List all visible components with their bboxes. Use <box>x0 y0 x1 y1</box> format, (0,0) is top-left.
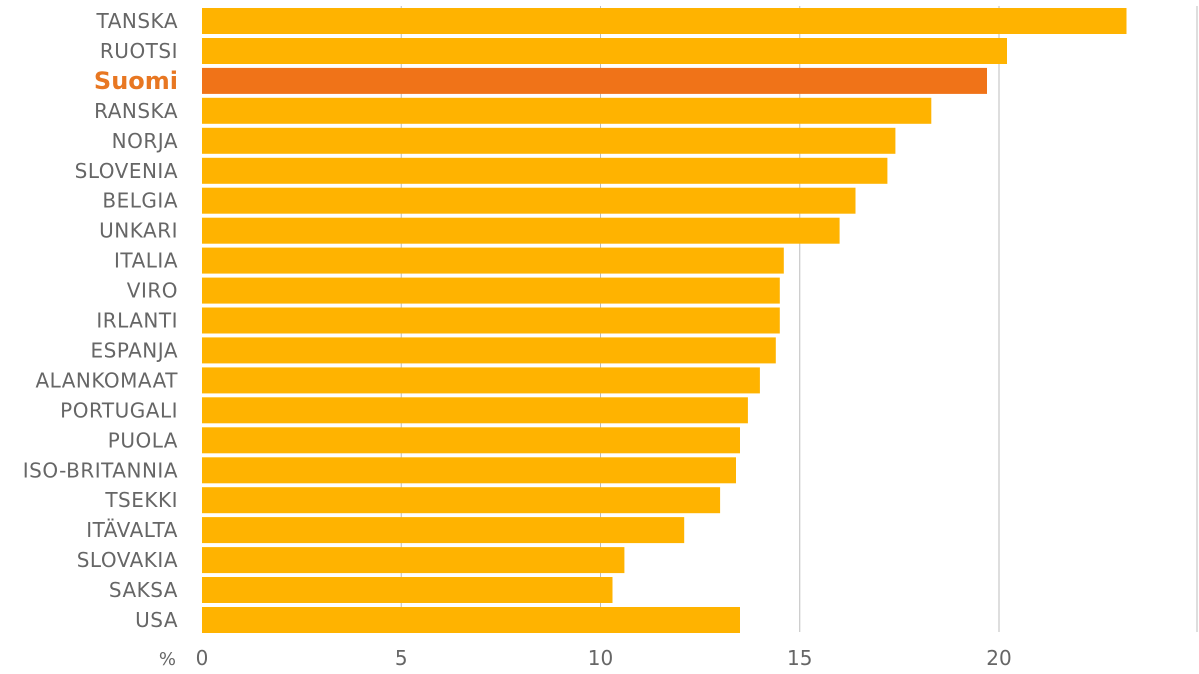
category-label: PUOLA <box>108 428 178 452</box>
category-label: SLOVAKIA <box>77 548 178 572</box>
x-axis: % 0 5 10 15 20 <box>159 646 1012 670</box>
bar-unkari <box>202 217 840 244</box>
x-tick-label: 0 <box>196 646 209 670</box>
bar-usa <box>202 607 740 633</box>
category-label: IRLANTI <box>96 309 178 333</box>
bar-belgia <box>202 187 856 214</box>
category-label: TANSKA <box>96 9 178 33</box>
category-label: PORTUGALI <box>60 398 178 422</box>
bar-iso-britannia <box>202 457 736 484</box>
category-label: UNKARI <box>99 219 178 243</box>
x-axis-unit-label: % <box>159 649 176 670</box>
category-label: RANSKA <box>94 99 178 123</box>
category-label: ITÄVALTA <box>86 518 178 542</box>
category-label: NORJA <box>112 129 178 153</box>
category-label: ESPANJA <box>91 338 178 362</box>
category-label: RUOTSI <box>100 39 178 63</box>
bar-norja <box>202 127 896 154</box>
bar-slovakia <box>202 547 625 574</box>
category-label: ALANKOMAAT <box>35 368 178 392</box>
category-label: BELGIA <box>102 189 178 213</box>
bar-suomi <box>202 67 987 94</box>
bar-tsekki <box>202 487 721 514</box>
x-tick-label: 5 <box>395 646 408 670</box>
bar-itävalta <box>202 517 685 544</box>
bar-espanja <box>202 337 776 364</box>
bar-irlanti <box>202 307 780 334</box>
bar-ruotsi <box>202 38 1007 64</box>
bar-portugali <box>202 397 748 424</box>
category-label: ITALIA <box>114 249 178 273</box>
bar-alankomaat <box>202 367 760 394</box>
x-tick-label: 10 <box>588 646 613 670</box>
bar-saksa <box>202 577 613 603</box>
x-tick-label: 15 <box>787 646 812 670</box>
category-label: Suomi <box>94 67 178 95</box>
category-label: SAKSA <box>109 578 178 602</box>
bar-viro <box>202 277 780 304</box>
bar-italia <box>202 247 784 274</box>
category-label: SLOVENIA <box>75 159 178 183</box>
category-label: VIRO <box>127 279 178 303</box>
x-tick-label: 20 <box>986 646 1011 670</box>
category-labels: TANSKA RUOTSI Suomi RANSKA NORJA SLOVENIA BELG… <box>23 9 178 632</box>
bar-ranska <box>202 97 932 124</box>
bars <box>202 8 1127 633</box>
bar-slovenia <box>202 157 888 184</box>
bar-tanska <box>202 8 1127 34</box>
category-label: TSEKKI <box>104 488 178 512</box>
category-label: USA <box>135 608 178 632</box>
bar-puola <box>202 427 740 454</box>
category-label: ISO-BRITANNIA <box>23 458 178 482</box>
